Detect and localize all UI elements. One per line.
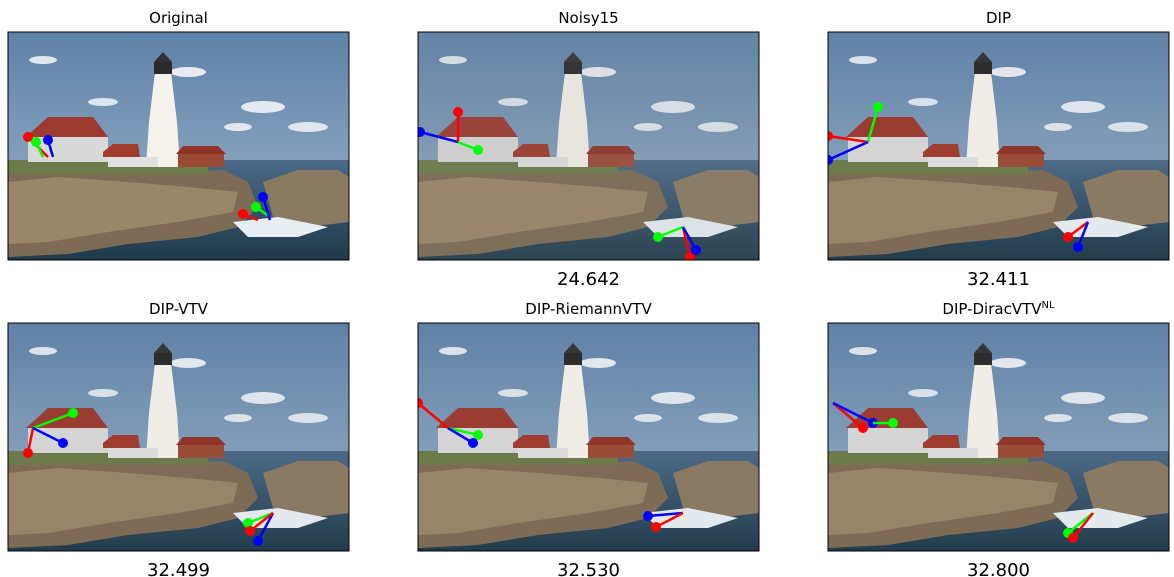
arrow	[832, 402, 868, 433]
scene	[8, 32, 349, 260]
arrow	[651, 511, 684, 532]
panel-image	[418, 323, 759, 551]
arrow	[245, 512, 274, 536]
panel-title: Noisy15	[558, 9, 618, 27]
panel-border	[827, 322, 1170, 552]
arrow	[1068, 512, 1094, 543]
noise-tint	[8, 323, 349, 551]
panel-title-text: DIP	[986, 9, 1011, 27]
panel-image	[828, 323, 1169, 551]
arrow	[447, 426, 483, 440]
arrow	[866, 102, 883, 143]
panel-title: DIP	[986, 9, 1011, 27]
arrow	[447, 426, 478, 448]
panel-border	[7, 31, 350, 261]
arrow	[258, 192, 272, 221]
panel-border	[827, 31, 1170, 261]
noise-tint	[828, 323, 1169, 551]
panel-border	[417, 31, 760, 261]
arrow	[832, 401, 878, 428]
panel-title-text: DIP-DiracVTV	[942, 300, 1042, 318]
panel-score: 32.499	[147, 560, 210, 577]
arrow	[418, 398, 449, 429]
panel-score: 32.411	[967, 269, 1030, 290]
panel: DIP-VTV 32.499	[7, 300, 350, 577]
panel: Original	[7, 9, 350, 261]
arrow	[43, 135, 55, 158]
panel-title-text: Noisy15	[558, 9, 618, 27]
panel-border	[7, 322, 350, 552]
panel-image	[8, 323, 349, 551]
arrow	[643, 511, 684, 521]
panel-title-sup: NL	[1042, 300, 1055, 311]
panel: DIP-DiracVTVNL 32.800	[827, 300, 1170, 577]
panel: DIP 32.411	[827, 9, 1170, 290]
panel-title: DIP-RiemannVTV	[525, 300, 652, 318]
arrow	[681, 226, 701, 255]
arrow	[23, 427, 35, 458]
panel-title-text: Original	[149, 9, 208, 27]
panel: Noisy15 24.642	[417, 9, 760, 290]
noise-tint	[418, 323, 759, 551]
noise-tint	[828, 32, 1169, 260]
arrow	[1063, 221, 1089, 242]
panel: DIP-RiemannVTV 32.530	[417, 300, 760, 577]
arrow	[681, 226, 695, 260]
panel-title: DIP-DiracVTVNL	[942, 300, 1055, 318]
panel-score: 24.642	[557, 269, 620, 290]
panel-title: Original	[149, 9, 208, 27]
arrow	[238, 209, 259, 222]
panel-image	[8, 32, 349, 260]
arrow	[243, 511, 274, 528]
arrow	[418, 127, 459, 144]
arrow	[32, 426, 68, 448]
panel-image	[828, 32, 1169, 260]
arrow	[457, 140, 483, 155]
panel-score: 32.530	[557, 560, 620, 577]
panel-image	[418, 32, 759, 260]
panel-title-text: DIP-RiemannVTV	[525, 300, 652, 318]
panel-title-text: DIP-VTV	[149, 300, 209, 318]
arrow	[32, 408, 78, 430]
arrow	[1073, 221, 1090, 252]
panel-border	[417, 322, 760, 552]
arrow	[653, 225, 684, 242]
arrow	[828, 140, 869, 165]
arrow	[828, 131, 869, 144]
arrow	[31, 137, 45, 158]
panel-title: DIP-VTV	[149, 300, 209, 318]
arrow	[253, 512, 275, 546]
panel-score: 32.800	[967, 560, 1030, 577]
